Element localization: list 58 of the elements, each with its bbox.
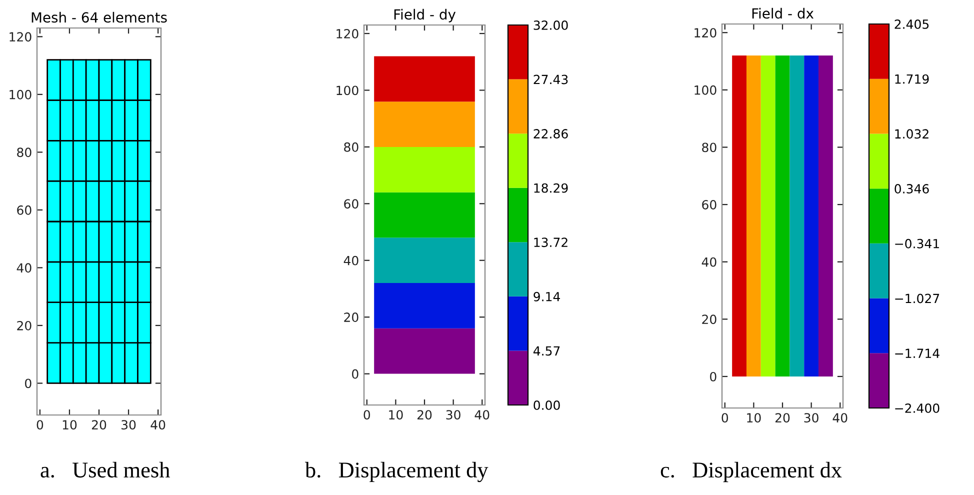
y-tick-label: 120 [336, 28, 358, 38]
color-bar-label: 13.72 [534, 238, 568, 248]
y-tick-label: 60 [702, 200, 716, 210]
color-bar-label: −1.027 [895, 294, 940, 304]
text: c. Displacement dx [660, 462, 842, 482]
y-tick-label: 100 [336, 86, 358, 96]
x-tick-label: 0 [722, 413, 728, 423]
y-tick-label: 100 [10, 90, 32, 100]
color-bar-label: 0.346 [894, 184, 929, 194]
chart-title: Field - dy [394, 8, 456, 22]
color-bar-label: 0.00 [534, 400, 560, 410]
color-bar-label: −1.714 [895, 348, 940, 358]
x-tick-label: 40 [832, 413, 848, 423]
y-tick-label: 80 [702, 142, 716, 152]
x-tick-label: 40 [474, 410, 490, 420]
y-tick-label: 100 [694, 85, 716, 95]
y-tick-label: 80 [17, 148, 32, 158]
color-bar-label: 1.719 [895, 74, 929, 84]
y-tick-label: 0 [25, 378, 32, 388]
y-tick-label: 120 [10, 32, 32, 42]
color-bar-label: 27.43 [534, 74, 568, 84]
x-tick-label: 0 [364, 410, 370, 420]
x-tick-label: 30 [122, 420, 136, 430]
x-tick-label: 10 [62, 420, 77, 430]
chart-title: Field - dx [752, 8, 814, 19]
x-tick-label: 10 [389, 410, 403, 420]
y-tick-label: 0 [352, 369, 358, 379]
color-bar-label: −0.341 [895, 238, 939, 248]
color-bar-label: 32.00 [534, 20, 568, 30]
y-tick-label: 80 [344, 142, 358, 152]
y-tick-label: 60 [344, 199, 358, 209]
x-tick-label: 40 [150, 420, 166, 430]
y-tick-label: 120 [694, 28, 716, 38]
y-tick-label: 60 [17, 205, 32, 215]
x-tick-label: 20 [775, 413, 790, 423]
x-tick-label: 20 [92, 420, 106, 430]
y-tick-label: 20 [17, 320, 32, 330]
y-tick-label: 0 [710, 372, 716, 382]
color-bar-label: 18.29 [534, 183, 568, 193]
x-tick-label: 10 [747, 413, 761, 423]
color-bar-label: 4.57 [533, 346, 560, 356]
text: b. Displacement dy [305, 462, 488, 482]
y-tick-label: 20 [702, 314, 716, 324]
y-tick-label: 40 [702, 257, 716, 267]
x-tick-label: 20 [417, 410, 432, 420]
color-bar-label: 2.405 [894, 19, 929, 29]
color-bar-label: 1.032 [895, 129, 928, 139]
color-bar-label: −2.400 [895, 403, 940, 413]
x-tick-label: 0 [36, 420, 44, 430]
color-bar-label: 22.86 [534, 129, 568, 138]
color-bar-label: 9.14 [534, 292, 560, 302]
y-tick-label: 20 [344, 312, 358, 322]
y-tick-label: 40 [16, 263, 32, 273]
x-tick-label: 30 [804, 413, 818, 423]
y-tick-label: 40 [344, 256, 358, 266]
chart-title: Mesh - 64 elements [32, 12, 167, 23]
text: a. Used mesh [40, 462, 170, 478]
x-tick-label: 30 [446, 410, 460, 420]
